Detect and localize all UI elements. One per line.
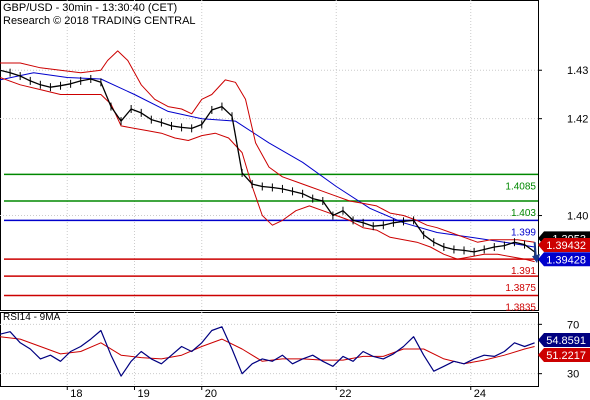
badge-bid: 1.39432 bbox=[538, 238, 590, 253]
x-axis: 18 19 20 22 24 bbox=[66, 386, 486, 400]
price-line bbox=[0, 69, 535, 253]
badge-bg bbox=[538, 252, 590, 267]
rsi-badge-rsi_ma: 51.2217 bbox=[538, 348, 590, 362]
level-label-support: 1.391 bbox=[511, 266, 536, 277]
forecast-arrow-head bbox=[532, 254, 540, 264]
rsi-badge-bg bbox=[538, 333, 590, 347]
level-label-resistance: 1.403 bbox=[511, 208, 536, 219]
badge-bg bbox=[538, 238, 590, 253]
x-tick-label: 24 bbox=[474, 388, 486, 400]
y-tick-label: 1.40 bbox=[567, 211, 588, 223]
badge-ask: 1.39428 bbox=[538, 252, 590, 267]
y-tick-label: 1.43 bbox=[567, 65, 588, 77]
rsi-line bbox=[0, 326, 535, 377]
chart-title: GBP/USD - 30min - 13:30:40 (CET) bbox=[3, 2, 178, 14]
badge-label: 1.39432 bbox=[546, 240, 586, 252]
y-tick-label: 1.42 bbox=[567, 114, 588, 126]
x-tick-label: 19 bbox=[138, 388, 150, 400]
level-label-support: 1.3835 bbox=[505, 302, 536, 313]
rsi-panel-title: RSI14 - 9MA bbox=[3, 312, 61, 323]
rsi-badge-label: 51.2217 bbox=[546, 350, 586, 362]
rsi-badge-label: 54.8591 bbox=[546, 335, 586, 347]
price-panel: 1.43 1.42 1.40 1.4085 1.403 1.399 1.391 1.3875 1… bbox=[0, 0, 590, 313]
price-frame bbox=[0, 0, 539, 311]
rsi-badge-bg bbox=[538, 348, 590, 362]
level-label-support: 1.3875 bbox=[505, 283, 536, 294]
chart-subtitle: Research © 2018 TRADING CENTRAL bbox=[3, 15, 196, 27]
bollinger-upper-line bbox=[0, 50, 535, 243]
rsi-y-tick-label: 30 bbox=[567, 369, 579, 381]
level-label-resistance: 1.4085 bbox=[505, 181, 536, 192]
x-tick-label: 18 bbox=[70, 388, 82, 400]
moving-average-line bbox=[0, 72, 535, 248]
rsi-frame bbox=[0, 312, 539, 387]
x-tick-label: 20 bbox=[205, 388, 217, 400]
badge-label: 1.39428 bbox=[546, 254, 586, 266]
x-tick-label: 22 bbox=[339, 388, 351, 400]
rsi-badge-rsi: 54.8591 bbox=[538, 333, 590, 347]
bollinger-lower-line bbox=[0, 77, 535, 263]
rsi-y-tick-label: 70 bbox=[567, 319, 579, 331]
rsi-panel: 70 30 54.8591 51.2217 bbox=[0, 312, 590, 387]
level-label-pivot: 1.399 bbox=[511, 227, 536, 238]
